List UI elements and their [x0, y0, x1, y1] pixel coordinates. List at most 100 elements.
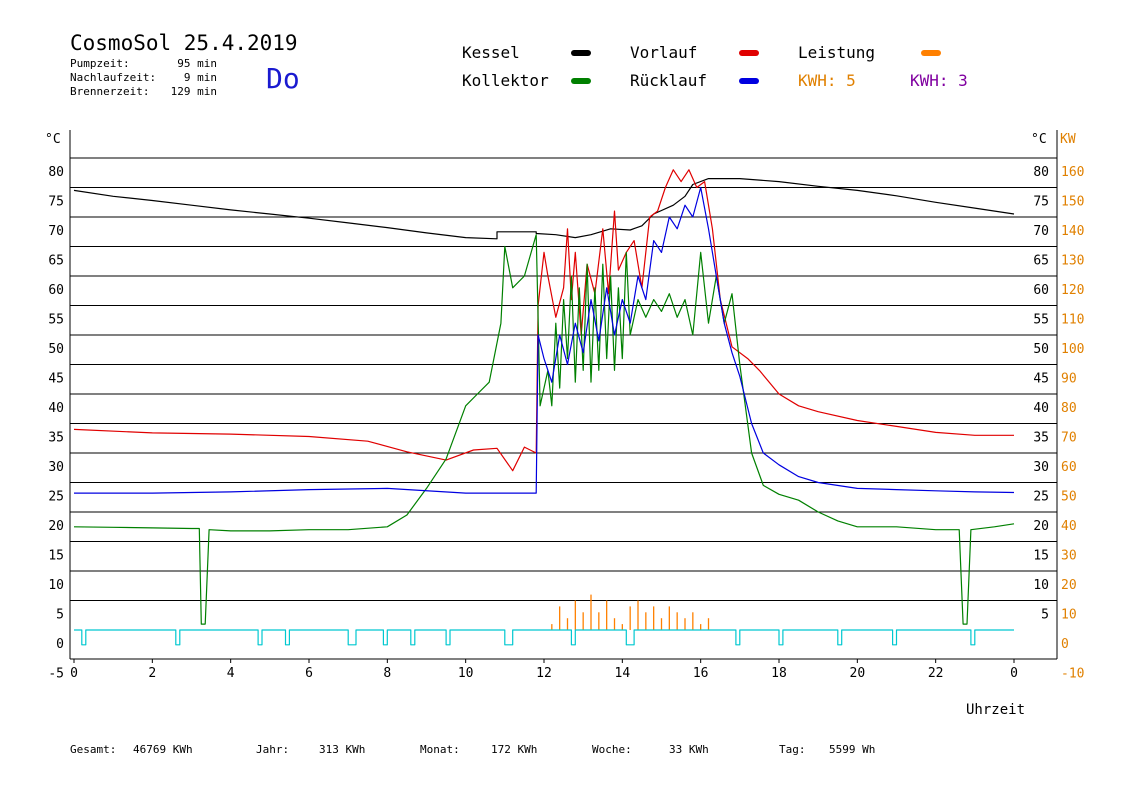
x-tick-label: 0 [1010, 666, 1018, 681]
y-tick-label-right-power: 140 [1061, 224, 1084, 239]
y-tick-label-left: 30 [48, 460, 64, 475]
legend-label: Rücklauf [630, 71, 707, 90]
series-vorlauf [73, 169, 1014, 472]
y-tick-label-left: 65 [48, 254, 64, 269]
footer-label: Monat: [420, 743, 460, 756]
y-tick-label-right-temp: 25 [1033, 490, 1049, 505]
stat-value: 95 min [177, 57, 217, 70]
y-tick-label-left: 20 [48, 519, 64, 534]
x-tick-label: 14 [615, 666, 631, 681]
y-tick-label-left: 40 [48, 401, 64, 416]
chart-title: CosmoSol 25.4.2019 [70, 31, 298, 55]
weekday-label: Do [266, 62, 300, 95]
y-tick-label-right-power: 10 [1061, 608, 1077, 623]
legend-swatch [921, 50, 941, 56]
y-tick-label-right-power: 30 [1061, 549, 1077, 564]
stat-label: Pumpzeit: [70, 57, 130, 70]
y-axis-label-left: °C [45, 132, 61, 147]
y-tick-label-right-power: 0 [1061, 637, 1069, 652]
y-tick-label-right-temp: 40 [1033, 401, 1049, 416]
y-tick-label-left: 35 [48, 431, 64, 446]
legend-swatch [739, 78, 759, 84]
y-tick-label-right-power: 90 [1061, 372, 1077, 387]
y-tick-label-right-power: 120 [1061, 283, 1084, 298]
y-tick-label-right-temp: 55 [1033, 313, 1049, 328]
legend-swatch [571, 50, 591, 56]
y-tick-label-right-temp: 10 [1033, 578, 1049, 593]
x-tick-label: 22 [928, 666, 944, 681]
y-tick-label-right-temp: 80 [1033, 165, 1049, 180]
x-tick-label: 8 [383, 666, 391, 681]
y-tick-label-right-temp: 35 [1033, 431, 1049, 446]
grid [69, 130, 1058, 660]
y-tick-label-left: 60 [48, 283, 64, 298]
x-tick-label: 2 [148, 666, 156, 681]
stat-label: Nachlaufzeit: [70, 71, 156, 84]
x-tick-label: 4 [227, 666, 235, 681]
footer-label: Jahr: [256, 743, 289, 756]
stat-value: 9 min [184, 71, 217, 84]
y-tick-label-left: 10 [48, 578, 64, 593]
series-brenner [74, 629, 1014, 646]
y-tick-label-right-temp: 60 [1033, 283, 1049, 298]
y-tick-label-left: 75 [48, 195, 64, 210]
y-tick-label-right-power: 150 [1061, 195, 1084, 210]
footer-value: 172 KWh [491, 743, 537, 756]
x-axis-label: Uhrzeit [966, 702, 1025, 718]
y-tick-label-left: 0 [56, 637, 64, 652]
y-tick-label-right-power: -10 [1061, 667, 1084, 682]
y-tick-label-right-temp: 20 [1033, 519, 1049, 534]
legend-swatch [739, 50, 759, 56]
y-tick-label-left: 25 [48, 490, 64, 505]
y-tick-label-right-power: 50 [1061, 490, 1077, 505]
y-tick-label-right-temp: 15 [1033, 549, 1049, 564]
footer-totals: Gesamt: 46769 KWh Jahr: 313 KWh Monat: 1… [70, 743, 875, 756]
y-axis-label-right-power: KW [1060, 132, 1076, 147]
y-tick-label-left: 50 [48, 342, 64, 357]
tick-labels: -505101520253035404550556065707580510152… [48, 165, 1084, 682]
y-tick-label-left: 15 [48, 549, 64, 564]
series-rcklauf [74, 186, 1015, 494]
y-tick-label-left: 70 [48, 224, 64, 239]
footer-value: 5599 Wh [829, 743, 875, 756]
x-tick-label: 16 [693, 666, 709, 681]
x-tick-label: 18 [771, 666, 787, 681]
x-tick-label: 20 [850, 666, 866, 681]
legend-label: Vorlauf [630, 43, 697, 62]
legend-label: KWH: 5 [798, 71, 856, 90]
footer-value: 313 KWh [319, 743, 365, 756]
y-tick-label-right-power: 80 [1061, 401, 1077, 416]
y-tick-label-left: 55 [48, 313, 64, 328]
legend-label: Leistung [798, 43, 875, 62]
y-tick-label-left: 80 [48, 165, 64, 180]
legend-label: KWH: 3 [910, 71, 968, 90]
footer-value: 33 KWh [669, 743, 709, 756]
series-kessel [73, 178, 1015, 240]
y-tick-label-right-power: 110 [1061, 313, 1084, 328]
y-tick-label-left: -5 [48, 667, 64, 682]
x-tick-label: 6 [305, 666, 313, 681]
footer-label: Tag: [779, 743, 806, 756]
y-tick-label-right-temp: 50 [1033, 342, 1049, 357]
y-tick-label-right-power: 70 [1061, 431, 1077, 446]
legend-swatch [571, 78, 591, 84]
plot-area [73, 169, 1015, 646]
stat-label: Brennerzeit: [70, 85, 149, 98]
legend-label: Kessel [462, 43, 520, 62]
footer-label: Gesamt: [70, 743, 116, 756]
footer-label: Woche: [592, 743, 632, 756]
series-kollektor [73, 234, 1015, 625]
y-tick-label-right-power: 20 [1061, 578, 1077, 593]
y-tick-label-left: 5 [56, 608, 64, 623]
x-tick-label: 10 [458, 666, 474, 681]
y-tick-label-right-temp: 30 [1033, 460, 1049, 475]
y-tick-label-right-power: 160 [1061, 165, 1084, 180]
y-tick-label-left: 45 [48, 372, 64, 387]
y-tick-label-right-temp: 70 [1033, 224, 1049, 239]
footer-value: 46769 KWh [133, 743, 193, 756]
stat-value: 129 min [171, 85, 217, 98]
y-tick-label-right-temp: 45 [1033, 372, 1049, 387]
y-tick-label-right-temp: 65 [1033, 254, 1049, 269]
x-tick-label: 0 [70, 666, 78, 681]
